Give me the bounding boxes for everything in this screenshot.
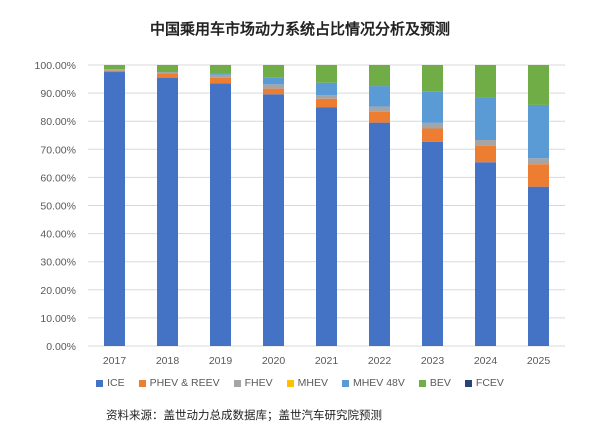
bar-segment-ice-2019 [210,83,231,346]
bar-segment-fhev-2020 [263,84,284,88]
legend: ICE PHEV & REEV FHEV MHEV MHEV 48V BEV FCEV [0,377,600,389]
bar-segment-phev-reev-2021 [316,99,337,107]
bar-segment-phev-reev-2025 [528,164,549,186]
bar-segment-bev-2021 [316,65,337,83]
legend-item: ICE [96,377,125,389]
legend-label: FHEV [245,377,273,389]
x-tick-label: 2018 [156,355,180,367]
bar-segment-ice-2021 [316,107,337,346]
y-tick-label: 20.00% [40,285,76,297]
source-note: 资料来源：盖世动力总成数据库；盖世汽车研究院预测 [106,407,382,423]
bar-segment-ice-2024 [475,162,496,346]
legend-label: MHEV 48V [353,377,405,389]
legend-swatch [419,380,426,387]
legend-item: FHEV [234,377,273,389]
legend-item: PHEV & REEV [139,377,220,389]
bar-segment-bev-2024 [475,65,496,98]
bar-segment-bev-2017 [104,65,125,69]
bar-segment-mhev-48v-2021 [316,83,337,95]
bar-segment-bev-2025 [528,65,549,105]
legend-label: PHEV & REEV [150,377,220,389]
legend-item: BEV [419,377,451,389]
x-tick-label: 2022 [368,355,392,367]
bar-segment-phev-reev-2019 [210,78,231,84]
y-tick-label: 0.00% [46,341,76,353]
bar-segment-fhev-2019 [210,75,231,78]
bar-segment-mhev-48v-2019 [210,73,231,74]
y-tick-label: 50.00% [40,201,76,213]
legend-swatch [287,380,294,387]
bar-segment-mhev-48v-2024 [475,98,496,140]
chart: 中国乘用车市场动力系统占比情况分析及预测 0.00%10.00%20.00%30… [0,0,600,434]
x-tick-label: 2019 [209,355,233,367]
y-tick-label: 100.00% [35,60,76,72]
x-tick-label: 2017 [103,355,127,367]
legend-swatch [139,380,146,387]
bar-segment-bev-2022 [369,65,390,86]
legend-swatch [234,380,241,387]
bar-segment-mhev-48v-2025 [528,105,549,158]
bar-segment-ice-2018 [157,78,178,346]
y-tick-label: 10.00% [40,313,76,325]
y-tick-label: 70.00% [40,144,76,156]
bar-segment-phev-reev-2022 [369,112,390,123]
legend-swatch [96,380,103,387]
bar-segment-fhev-2017 [104,69,125,70]
legend-label: BEV [430,377,451,389]
bar-segment-fhev-2024 [475,140,496,146]
bar-segment-phev-reev-2020 [263,89,284,95]
y-tick-label: 60.00% [40,172,76,184]
legend-label: MHEV [298,377,328,389]
bar-segment-phev-reev-2017 [104,71,125,72]
legend-swatch [342,380,349,387]
bar-segment-fhev-2021 [316,95,337,99]
legend-item: MHEV [287,377,328,389]
x-tick-label: 2020 [262,355,286,367]
legend-swatch [465,380,472,387]
legend-item: MHEV 48V [342,377,405,389]
bar-segment-fhev-2023 [422,123,443,129]
bar-segment-mhev-48v-2023 [422,92,443,123]
bar-segment-ice-2020 [263,94,284,346]
x-tick-label: 2023 [421,355,445,367]
bar-segment-bev-2018 [157,65,178,72]
legend-item: FCEV [465,377,504,389]
plot-area: 0.00% 10.00% 20.00% 30.00% 40.00% 50.00% 60.00… [0,0,600,434]
x-tick-label: 2021 [315,355,339,367]
bar-segment-bev-2020 [263,65,284,78]
y-tick-label: 40.00% [40,229,76,241]
bar-segment-ice-2025 [528,187,549,346]
bar-segment-mhev-48v-2020 [263,78,284,85]
bar-segment-phev-reev-2018 [157,73,178,77]
y-tick-label: 90.00% [40,88,76,100]
bar-segment-mhev-48v-2022 [369,86,390,107]
bar-segment-ice-2022 [369,123,390,346]
legend-label: FCEV [476,377,504,389]
legend-label: ICE [107,377,125,389]
y-tick-label: 80.00% [40,116,76,128]
bar-segment-fhev-2018 [157,72,178,73]
bar-segment-fhev-2025 [528,158,549,164]
bar-segment-ice-2023 [422,142,443,346]
x-tick-label: 2024 [474,355,498,367]
x-tick-label: 2025 [527,355,551,367]
bar-segment-bev-2023 [422,65,443,92]
bar-segment-ice-2017 [104,72,125,346]
bar-segment-bev-2019 [210,65,231,73]
bar-segment-fhev-2022 [369,107,390,112]
y-tick-label: 30.00% [40,257,76,269]
bar-segment-phev-reev-2024 [475,146,496,163]
bar-segment-phev-reev-2023 [422,129,443,142]
